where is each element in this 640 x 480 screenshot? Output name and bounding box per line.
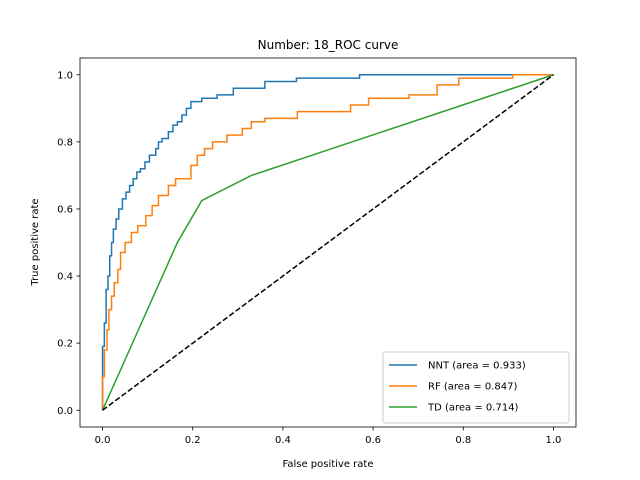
- x-tick-label: 0.4: [275, 435, 291, 446]
- series-line-rf: [101, 74, 554, 411]
- x-tick-label: 1.0: [546, 435, 562, 446]
- x-tick-label: 0.0: [95, 435, 111, 446]
- y-axis-label: True positive rate: [30, 198, 41, 286]
- y-axis: 0.0 0.2 0.4 0.6 0.8 1.0: [57, 70, 80, 417]
- legend-label-td: TD (area = 0.714): [427, 403, 519, 414]
- series-line-nnt: [101, 74, 554, 411]
- y-tick-label: 0.6: [57, 205, 73, 216]
- y-tick-label: 0.2: [57, 339, 73, 350]
- series-line-td: [101, 74, 554, 411]
- y-tick-label: 0.4: [57, 272, 73, 283]
- y-tick-label: 0.0: [57, 406, 73, 417]
- legend-box: [382, 351, 570, 424]
- legend-label-nnt: NNT (area = 0.933): [428, 361, 526, 372]
- y-tick-label: 1.0: [57, 70, 73, 81]
- plot-frame: [79, 57, 577, 428]
- x-axis-label: False positive rate: [283, 459, 374, 470]
- chart-title: Number: 18_ROC curve: [258, 38, 399, 52]
- chance-diagonal-line: [102, 74, 554, 411]
- legend-label-rf: RF (area = 0.847): [428, 382, 517, 393]
- legend: NNT (area = 0.933) RF (area = 0.847) TD (a…: [382, 351, 570, 424]
- y-tick-label: 0.8: [57, 137, 73, 148]
- x-tick-label: 0.8: [455, 435, 471, 446]
- x-tick-label: 0.2: [185, 435, 201, 446]
- x-axis: 0.0 0.2 0.4 0.6 0.8 1.0: [95, 427, 562, 446]
- plot-area: [101, 74, 554, 411]
- x-tick-label: 0.6: [365, 435, 381, 446]
